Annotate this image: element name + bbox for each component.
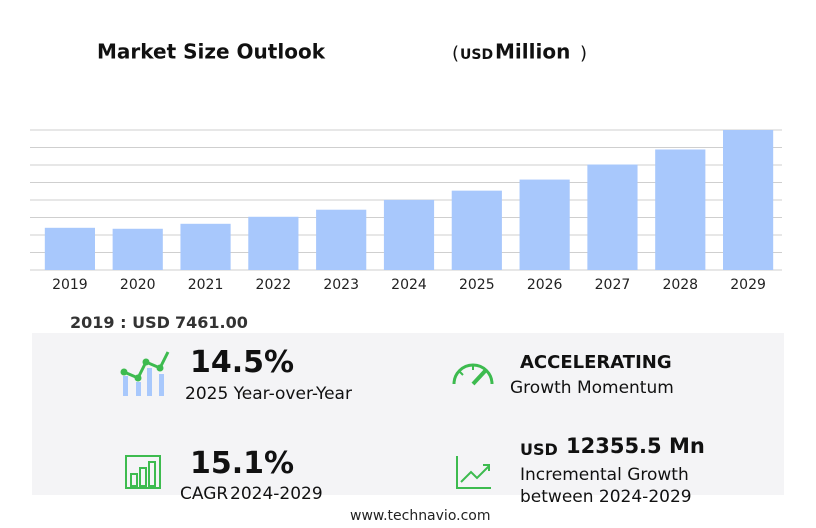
- stat-value: ACCELERATING: [520, 352, 672, 373]
- stat-label: 2025 Year-over-Year: [185, 384, 352, 404]
- bar: [180, 223, 231, 270]
- bar: [722, 130, 774, 270]
- stat-label: between 2024-2029: [520, 487, 692, 507]
- x-tick-label: 2023: [323, 277, 359, 293]
- stat-label: 2024-2029: [230, 484, 323, 504]
- stat-prefix: USD: [520, 440, 558, 459]
- stat-label: Incremental Growth: [520, 465, 689, 485]
- x-tick-label: 2020: [120, 277, 156, 293]
- footer: www.technavio.com: [350, 508, 491, 524]
- x-tick-label: 2022: [256, 277, 292, 293]
- stat-value: 15.1%: [190, 446, 295, 481]
- x-tick-label: 2028: [662, 277, 698, 293]
- chart: Market Size Outlook ( USD Million ) 2019…: [30, 40, 782, 293]
- x-tick-label: 2024: [391, 277, 427, 293]
- bar: [519, 179, 570, 270]
- unit: Million: [495, 40, 570, 64]
- paren: (: [452, 43, 459, 64]
- x-tick-label: 2019: [52, 277, 88, 293]
- bar: [316, 209, 367, 270]
- stats-panel: [32, 333, 784, 495]
- summary-value: 7461.00: [175, 313, 248, 332]
- yoy-icon: [120, 351, 170, 396]
- x-tick-label: 2026: [527, 277, 563, 293]
- bar: [248, 216, 299, 270]
- x-tick-label: 2029: [730, 277, 766, 293]
- bar: [44, 227, 96, 270]
- x-tick-label: 2021: [188, 277, 224, 293]
- paren: ): [580, 43, 587, 64]
- chart-title: Market Size Outlook: [97, 40, 326, 64]
- gauge-icon: [452, 363, 494, 386]
- x-tick-label: 2027: [595, 277, 631, 293]
- bar: [451, 190, 502, 270]
- stat-label: Growth Momentum: [510, 378, 674, 398]
- bar: [112, 228, 163, 270]
- stat-prefix: CAGR: [180, 484, 229, 504]
- bar: [587, 164, 638, 270]
- stat-value: 14.5%: [190, 345, 295, 380]
- growth-icon: [456, 456, 491, 489]
- stat-value: 12355.5 Mn: [566, 434, 705, 458]
- x-tick-label: 2025: [459, 277, 495, 293]
- cagr-icon: [125, 455, 161, 489]
- unit-prefix: USD: [460, 47, 493, 63]
- bar: [383, 199, 435, 270]
- summary-year: 2019 : USD: [70, 313, 170, 332]
- bar: [655, 149, 706, 270]
